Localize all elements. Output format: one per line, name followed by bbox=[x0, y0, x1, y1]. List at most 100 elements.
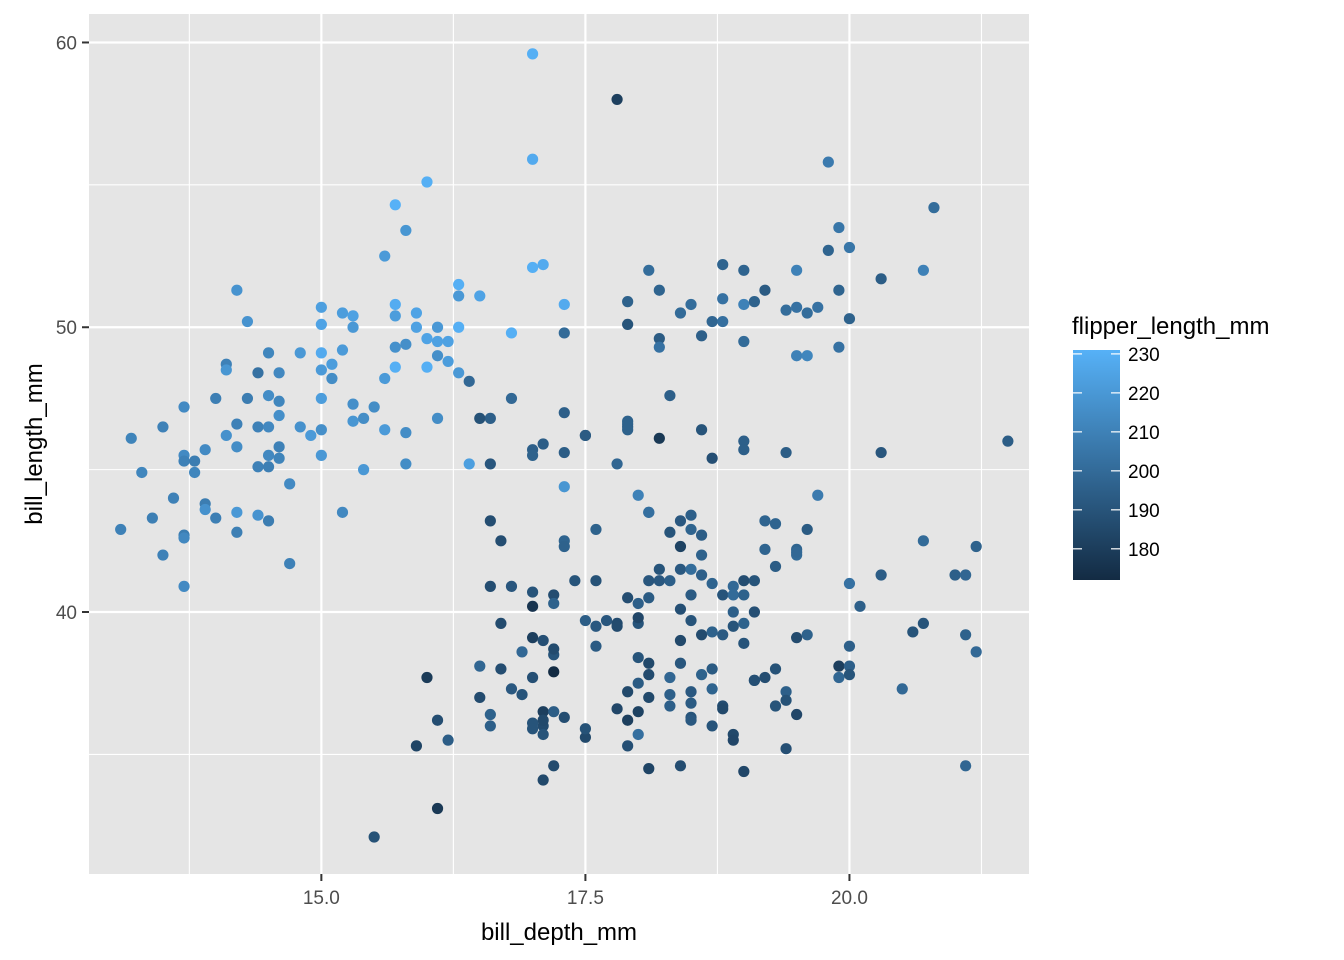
legend: flipper_length_mm 180 190 200 210 220 230 bbox=[1072, 313, 1269, 580]
data-point bbox=[643, 575, 655, 587]
data-point bbox=[199, 503, 211, 516]
data-point bbox=[315, 318, 327, 330]
data-point bbox=[273, 409, 285, 422]
data-point bbox=[643, 592, 655, 604]
data-point bbox=[210, 512, 222, 524]
data-point bbox=[241, 315, 254, 328]
data-point bbox=[674, 563, 687, 575]
data-point bbox=[685, 523, 697, 536]
data-point bbox=[315, 347, 327, 359]
data-point bbox=[695, 629, 708, 641]
data-point bbox=[590, 640, 602, 652]
data-point bbox=[400, 338, 412, 350]
data-point bbox=[558, 446, 570, 459]
data-point bbox=[336, 307, 349, 319]
data-point bbox=[960, 629, 972, 641]
data-point bbox=[685, 714, 697, 726]
data-point bbox=[970, 646, 982, 658]
data-point bbox=[537, 438, 549, 450]
data-point bbox=[136, 466, 148, 479]
data-point bbox=[558, 711, 570, 723]
data-point bbox=[664, 688, 676, 701]
data-point bbox=[695, 569, 708, 581]
data-point bbox=[791, 264, 803, 276]
data-point bbox=[622, 686, 634, 698]
data-point bbox=[674, 515, 687, 527]
data-point bbox=[632, 612, 644, 624]
data-point bbox=[526, 153, 539, 165]
legend-tick-label: 230 bbox=[1128, 345, 1160, 366]
data-point bbox=[347, 415, 359, 427]
data-point bbox=[537, 714, 549, 726]
data-point bbox=[738, 335, 750, 348]
data-point bbox=[685, 697, 697, 709]
data-point bbox=[875, 446, 887, 459]
data-point bbox=[727, 589, 739, 601]
data-point bbox=[801, 350, 813, 362]
data-point bbox=[326, 372, 338, 385]
data-point bbox=[685, 614, 697, 627]
data-point bbox=[548, 666, 560, 678]
data-point bbox=[474, 412, 486, 424]
data-point bbox=[801, 629, 813, 641]
data-point bbox=[738, 589, 750, 601]
data-point bbox=[537, 774, 549, 786]
data-point bbox=[358, 464, 370, 476]
data-point bbox=[484, 412, 496, 424]
data-point bbox=[643, 506, 655, 518]
data-point bbox=[326, 358, 338, 370]
data-point bbox=[833, 341, 845, 353]
y-tick-label: 50 bbox=[56, 318, 77, 339]
data-point bbox=[484, 720, 496, 732]
minor-grid bbox=[89, 14, 1029, 874]
data-point bbox=[453, 367, 465, 379]
data-point bbox=[674, 634, 687, 647]
data-point bbox=[210, 392, 222, 405]
data-point bbox=[379, 372, 391, 385]
data-point bbox=[453, 278, 465, 291]
data-point bbox=[526, 671, 539, 684]
data-point bbox=[495, 617, 507, 630]
data-point bbox=[854, 600, 866, 612]
data-point bbox=[526, 632, 539, 644]
data-point bbox=[611, 620, 623, 632]
data-point bbox=[843, 313, 856, 325]
data-point bbox=[843, 241, 856, 254]
data-point bbox=[558, 407, 570, 419]
data-point bbox=[843, 669, 856, 681]
data-point bbox=[526, 48, 539, 60]
data-point bbox=[199, 444, 211, 456]
data-point bbox=[653, 341, 665, 353]
data-point bbox=[685, 589, 697, 601]
data-point bbox=[389, 341, 401, 353]
legend-title: flipper_length_mm bbox=[1072, 313, 1269, 340]
data-point bbox=[526, 600, 539, 612]
data-point bbox=[695, 330, 708, 342]
data-point bbox=[695, 529, 708, 541]
data-point bbox=[780, 304, 792, 316]
data-point bbox=[664, 389, 676, 402]
data-point bbox=[231, 284, 243, 296]
data-point bbox=[738, 617, 750, 630]
data-point bbox=[748, 606, 760, 618]
data-point bbox=[284, 478, 296, 490]
data-point bbox=[421, 333, 433, 345]
data-point bbox=[664, 700, 676, 712]
data-point bbox=[780, 743, 792, 755]
data-point bbox=[653, 563, 665, 575]
data-point bbox=[769, 518, 782, 530]
legend-tick-label: 210 bbox=[1128, 423, 1160, 444]
data-point bbox=[315, 449, 327, 461]
data-point bbox=[622, 296, 634, 308]
data-point bbox=[516, 646, 528, 658]
data-point bbox=[421, 671, 433, 684]
legend-tick-label: 200 bbox=[1128, 462, 1160, 483]
data-point bbox=[833, 284, 845, 296]
data-point bbox=[579, 614, 592, 627]
data-point bbox=[590, 575, 602, 587]
data-point bbox=[674, 603, 687, 615]
data-point bbox=[664, 526, 676, 538]
data-point bbox=[706, 683, 718, 695]
data-point bbox=[674, 657, 687, 669]
